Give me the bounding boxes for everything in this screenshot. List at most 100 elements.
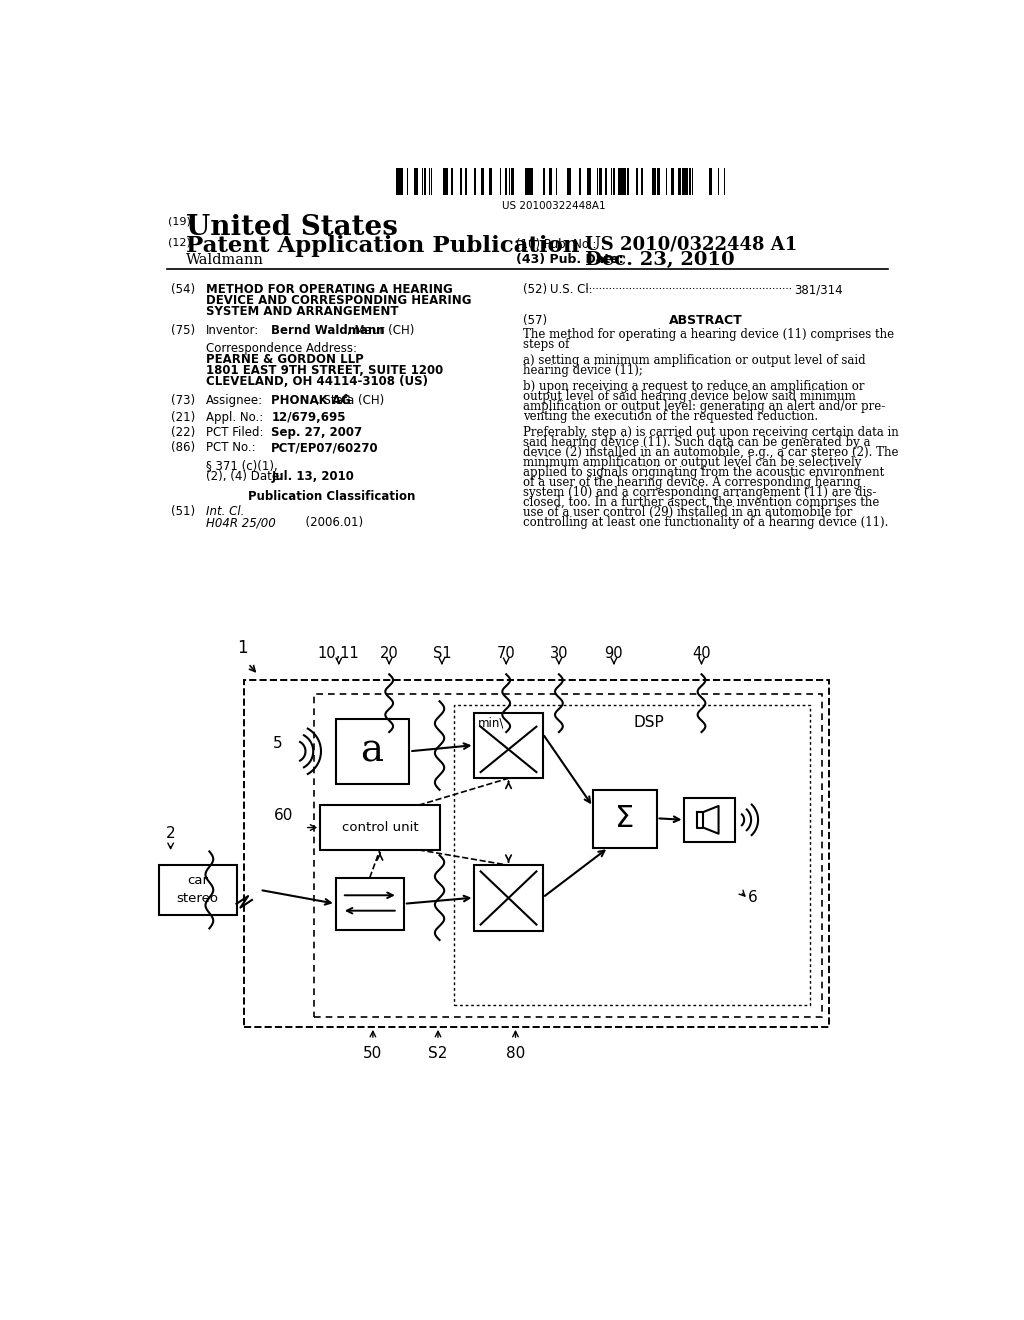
- Text: steps of: steps of: [523, 338, 569, 351]
- Text: output level of said hearing device below said minimum: output level of said hearing device belo…: [523, 391, 856, 403]
- Text: (43) Pub. Date:: (43) Pub. Date:: [515, 253, 624, 267]
- Bar: [710, 168, 712, 195]
- Text: DEVICE AND CORRESPONDING HEARING: DEVICE AND CORRESPONDING HEARING: [206, 294, 471, 308]
- Text: Jul. 13, 2010: Jul. 13, 2010: [271, 470, 354, 483]
- Bar: [489, 168, 490, 195]
- Text: car
stereo: car stereo: [177, 874, 219, 906]
- Bar: [422, 168, 423, 195]
- Bar: [641, 168, 643, 195]
- Bar: [336, 878, 403, 929]
- Bar: [474, 168, 476, 195]
- Bar: [567, 168, 569, 195]
- Text: Appl. No.:: Appl. No.:: [206, 412, 263, 424]
- Bar: [429, 168, 430, 195]
- Bar: [524, 168, 527, 195]
- Bar: [445, 168, 449, 195]
- Text: 1: 1: [238, 639, 248, 657]
- Text: hearing device (11);: hearing device (11);: [523, 364, 643, 378]
- Text: 20: 20: [380, 647, 398, 661]
- Text: Preferably, step a) is carried out upon receiving certain data in: Preferably, step a) is carried out upon …: [523, 426, 899, 440]
- Bar: [684, 797, 735, 842]
- Bar: [605, 168, 607, 195]
- Bar: [569, 168, 571, 195]
- Text: Int. Cl.: Int. Cl.: [206, 506, 244, 519]
- Text: 6: 6: [748, 890, 758, 906]
- Text: Σ: Σ: [615, 804, 635, 833]
- Text: 50: 50: [364, 1047, 383, 1061]
- Bar: [684, 168, 687, 195]
- Bar: [474, 713, 543, 779]
- Text: Waldmann: Waldmann: [186, 253, 264, 267]
- Text: Assignee:: Assignee:: [206, 395, 262, 407]
- Text: PHONAK AG: PHONAK AG: [271, 395, 351, 407]
- Text: (19): (19): [168, 216, 191, 227]
- Bar: [613, 168, 614, 195]
- Bar: [666, 168, 668, 195]
- Text: METHOD FOR OPERATING A HEARING: METHOD FOR OPERATING A HEARING: [206, 284, 453, 296]
- Text: 381/314: 381/314: [795, 284, 843, 296]
- Text: CLEVELAND, OH 44114-3108 (US): CLEVELAND, OH 44114-3108 (US): [206, 375, 427, 388]
- Bar: [460, 168, 462, 195]
- Bar: [590, 168, 592, 195]
- Text: H04R 25/00: H04R 25/00: [206, 516, 275, 529]
- Text: 90: 90: [604, 647, 624, 661]
- Text: , Stafa (CH): , Stafa (CH): [316, 395, 385, 407]
- Text: US 20100322448A1: US 20100322448A1: [503, 201, 606, 211]
- Bar: [511, 168, 514, 195]
- Bar: [509, 168, 510, 195]
- Text: (54): (54): [171, 284, 195, 296]
- Bar: [599, 168, 601, 195]
- Text: Sep. 27, 2007: Sep. 27, 2007: [271, 426, 362, 440]
- Text: PCT/EP07/60270: PCT/EP07/60270: [271, 441, 379, 454]
- Text: control unit: control unit: [342, 821, 418, 834]
- Bar: [452, 168, 453, 195]
- Text: of a user of the hearing device. A corresponding hearing: of a user of the hearing device. A corre…: [523, 477, 861, 490]
- Bar: [415, 168, 418, 195]
- Bar: [454, 705, 810, 1006]
- Text: United States: United States: [186, 214, 398, 240]
- Text: Dec. 23, 2010: Dec. 23, 2010: [586, 251, 735, 269]
- Text: controlling at least one functionality of a hearing device (11).: controlling at least one functionality o…: [523, 516, 889, 529]
- Text: 5: 5: [273, 737, 283, 751]
- Bar: [689, 168, 690, 195]
- Text: (73): (73): [171, 395, 195, 407]
- Text: closed, too. In a further aspect, the invention comprises the: closed, too. In a further aspect, the in…: [523, 496, 880, 510]
- Text: 70: 70: [497, 647, 515, 661]
- Bar: [579, 168, 582, 195]
- Text: a: a: [360, 733, 384, 770]
- Bar: [505, 168, 507, 195]
- Text: S2: S2: [428, 1047, 447, 1061]
- Text: S1: S1: [432, 647, 452, 661]
- Text: (12): (12): [168, 238, 191, 248]
- Bar: [401, 168, 403, 195]
- Bar: [682, 168, 684, 195]
- Bar: [398, 168, 401, 195]
- Text: 30: 30: [550, 647, 568, 661]
- Bar: [442, 168, 445, 195]
- Bar: [396, 168, 397, 195]
- Text: (21): (21): [171, 412, 195, 424]
- Text: 2: 2: [166, 825, 175, 841]
- Bar: [159, 866, 237, 915]
- Bar: [336, 719, 410, 784]
- Text: 80: 80: [506, 1047, 525, 1061]
- Text: system (10) and a corresponding arrangement (11) are dis-: system (10) and a corresponding arrangem…: [523, 487, 877, 499]
- Text: US 2010/0322448 A1: US 2010/0322448 A1: [586, 235, 798, 253]
- Bar: [652, 168, 655, 195]
- Text: U.S. Cl.: U.S. Cl.: [550, 284, 593, 296]
- Bar: [527, 168, 528, 195]
- Text: Correspondence Address:: Correspondence Address:: [206, 342, 356, 355]
- Text: (86): (86): [171, 441, 195, 454]
- Text: SYSTEM AND ARRANGEMENT: SYSTEM AND ARRANGEMENT: [206, 305, 398, 318]
- Text: 40: 40: [692, 647, 711, 661]
- Text: 1801 EAST 9TH STREET, SUITE 1200: 1801 EAST 9TH STREET, SUITE 1200: [206, 364, 442, 378]
- Text: § 371 (c)(1),: § 371 (c)(1),: [206, 459, 278, 471]
- Bar: [321, 805, 440, 850]
- Bar: [658, 168, 659, 195]
- Bar: [474, 866, 543, 931]
- Text: a) setting a minimum amplification or output level of said: a) setting a minimum amplification or ou…: [523, 354, 866, 367]
- Text: amplification or output level: generating an alert and/or pre-: amplification or output level: generatin…: [523, 400, 886, 413]
- Text: PCT No.:: PCT No.:: [206, 441, 255, 454]
- Bar: [549, 168, 552, 195]
- Text: (22): (22): [171, 426, 195, 440]
